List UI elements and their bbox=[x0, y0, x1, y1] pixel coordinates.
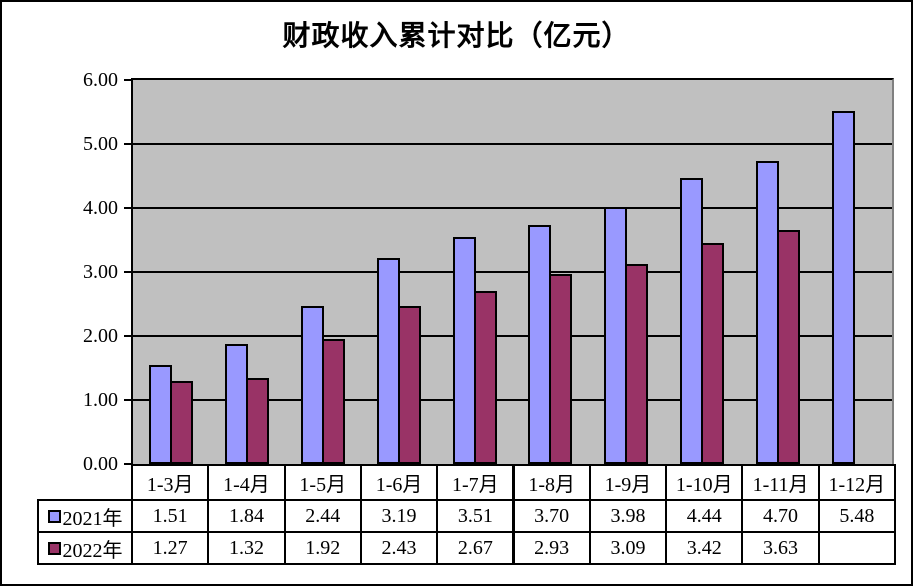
bar-2021-7 bbox=[604, 207, 628, 464]
value-cell: 3.98 bbox=[588, 499, 668, 533]
y-axis-tick bbox=[124, 207, 131, 209]
value-cell: 1.32 bbox=[207, 531, 286, 565]
y-axis-label: 1.00 bbox=[83, 389, 118, 411]
category-cell: 1-4月 bbox=[207, 464, 286, 501]
bar-2021-3 bbox=[300, 306, 324, 464]
y-axis-label: 2.00 bbox=[83, 325, 118, 347]
y-axis-tick bbox=[124, 399, 131, 401]
value-cell: 1.92 bbox=[283, 531, 362, 565]
y-axis-tick bbox=[124, 271, 131, 273]
bar-2021-5 bbox=[452, 237, 476, 464]
y-axis-tick bbox=[124, 335, 131, 337]
chart-title: 财政收入累计对比（亿元） bbox=[282, 21, 631, 52]
y-axis-label: 6.00 bbox=[83, 69, 118, 91]
category-cell: 1-10月 bbox=[665, 464, 744, 501]
gridline bbox=[133, 271, 892, 273]
series-name: 2021年 bbox=[62, 507, 123, 530]
value-cell: 1.84 bbox=[207, 499, 286, 533]
gridline bbox=[133, 399, 892, 401]
y-axis-label: 3.00 bbox=[83, 261, 118, 283]
value-cell bbox=[817, 531, 896, 565]
value-cell: 2.93 bbox=[512, 531, 591, 565]
value-cell: 1.51 bbox=[131, 499, 210, 533]
y-axis-label: 5.00 bbox=[83, 133, 118, 155]
category-cell: 1-11月 bbox=[741, 464, 820, 501]
bar-2022-7 bbox=[625, 264, 649, 464]
bar-2021-2 bbox=[224, 344, 248, 464]
bar-2022-8 bbox=[701, 243, 725, 464]
series-label-cell: 2021年 bbox=[37, 499, 133, 533]
y-axis-tick bbox=[124, 79, 131, 81]
bar-2022-4 bbox=[397, 306, 421, 464]
bar-2021-6 bbox=[528, 225, 552, 464]
bar-2022-1 bbox=[169, 381, 193, 464]
bar-2022-3 bbox=[321, 339, 345, 464]
value-cell: 2.44 bbox=[283, 499, 362, 533]
y-axis-label: 4.00 bbox=[83, 197, 118, 219]
value-cell: 3.70 bbox=[512, 499, 591, 533]
value-cell: 3.51 bbox=[436, 499, 515, 533]
gridline bbox=[133, 207, 892, 209]
value-cell: 2.43 bbox=[359, 531, 439, 565]
value-cell: 5.48 bbox=[817, 499, 896, 533]
bar-2022-5 bbox=[473, 291, 497, 464]
value-cell: 4.44 bbox=[665, 499, 744, 533]
y-axis-tick bbox=[124, 463, 131, 465]
bar-2021-8 bbox=[680, 178, 704, 464]
series-label-cell: 2022年 bbox=[37, 531, 133, 565]
y-axis-label: 0.00 bbox=[83, 453, 118, 475]
value-cell: 3.09 bbox=[588, 531, 668, 565]
category-cell: 1-7月 bbox=[436, 464, 515, 501]
value-cell: 3.63 bbox=[741, 531, 820, 565]
category-cell: 1-9月 bbox=[588, 464, 668, 501]
plot-area bbox=[131, 78, 894, 466]
category-cell: 1-6月 bbox=[359, 464, 439, 501]
bar-2022-9 bbox=[777, 230, 801, 464]
bar-2021-1 bbox=[148, 365, 172, 464]
category-cell: 1-12月 bbox=[817, 464, 896, 501]
bar-2021-4 bbox=[376, 258, 400, 464]
series-name: 2022年 bbox=[62, 539, 123, 562]
value-cell: 3.42 bbox=[665, 531, 744, 565]
bar-2022-6 bbox=[549, 274, 573, 464]
value-cell: 3.19 bbox=[359, 499, 439, 533]
y-axis-tick bbox=[124, 143, 131, 145]
bar-2021-9 bbox=[756, 161, 780, 464]
category-cell: 1-3月 bbox=[131, 464, 210, 501]
value-cell: 1.27 bbox=[131, 531, 210, 565]
category-cell: 1-5月 bbox=[283, 464, 362, 501]
bar-2022-2 bbox=[245, 378, 269, 464]
category-cell: 1-8月 bbox=[512, 464, 591, 501]
legend-swatch-2022 bbox=[47, 541, 61, 555]
value-cell: 2.67 bbox=[436, 531, 515, 565]
value-cell: 4.70 bbox=[741, 499, 820, 533]
legend-swatch-2021 bbox=[47, 509, 61, 523]
gridline bbox=[133, 335, 892, 337]
gridline bbox=[133, 143, 892, 145]
bar-2021-10 bbox=[832, 111, 856, 464]
